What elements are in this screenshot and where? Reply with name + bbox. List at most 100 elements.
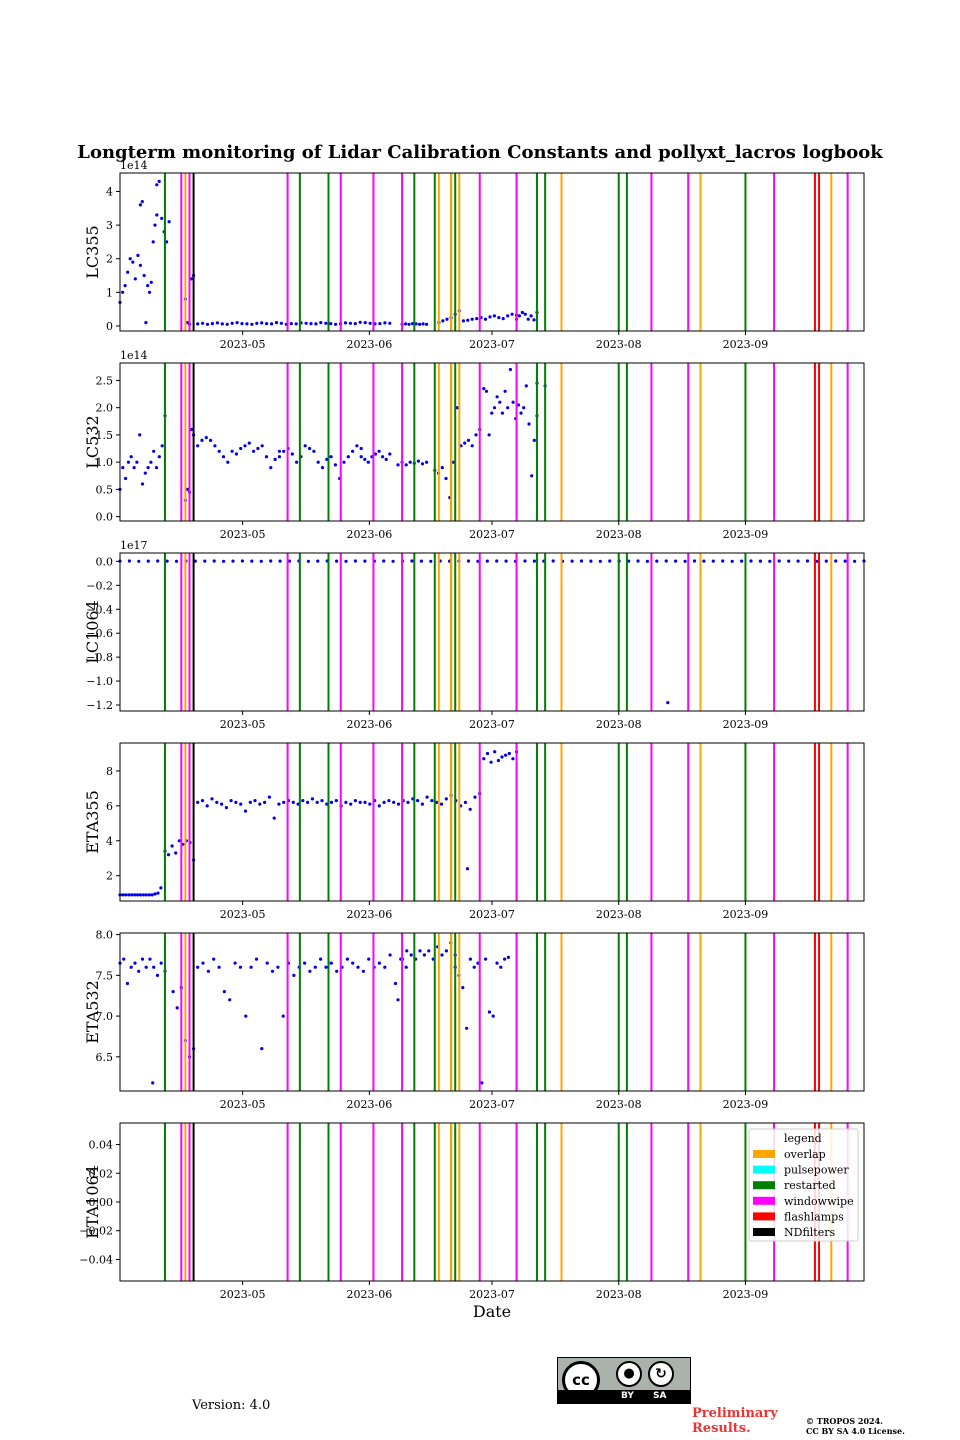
data-point	[440, 953, 444, 957]
data-point	[295, 460, 299, 464]
data-point	[204, 436, 208, 440]
y-tick-label: −0.6	[86, 627, 113, 640]
legend-swatch-pulsepower	[753, 1165, 775, 1174]
data-point	[212, 559, 216, 563]
data-point	[491, 1014, 495, 1018]
y-tick-label: 2.0	[96, 402, 114, 415]
data-point	[135, 460, 139, 464]
x-tick-label: 2023-09	[723, 908, 769, 921]
data-point	[796, 559, 800, 563]
data-point	[519, 411, 523, 415]
data-point	[265, 961, 269, 965]
copyright-label: © TROPOS 2024. CC BY SA 4.0 License.	[806, 1416, 905, 1436]
data-point	[126, 460, 130, 464]
data-point	[396, 802, 401, 806]
data-point	[508, 367, 512, 372]
data-point	[489, 760, 493, 764]
data-point	[269, 466, 273, 470]
data-point	[140, 957, 145, 961]
data-point	[205, 804, 209, 808]
data-point	[329, 961, 333, 965]
data-points-lc1064	[118, 559, 866, 705]
data-point	[147, 893, 151, 897]
data-point	[815, 559, 819, 563]
data-point	[636, 559, 640, 563]
data-point	[392, 800, 396, 805]
data-point	[125, 981, 130, 986]
data-point	[155, 183, 159, 187]
person-icon: ●	[616, 1361, 642, 1387]
x-tick-label: 2023-07	[469, 718, 515, 731]
data-point	[805, 559, 810, 563]
data-point	[303, 444, 307, 448]
data-point	[212, 957, 216, 961]
data-point	[196, 800, 200, 805]
data-point	[529, 314, 533, 318]
data-point	[146, 284, 150, 288]
legend-title: legend	[784, 1132, 822, 1145]
data-point	[121, 893, 125, 897]
data-point	[363, 559, 367, 563]
data-point	[758, 559, 763, 563]
x-tick-label: 2023-09	[723, 338, 769, 351]
axes-frame	[119, 362, 865, 522]
data-point	[126, 270, 130, 274]
data-point	[493, 750, 497, 754]
data-points-lc532	[118, 367, 547, 502]
y-tick-label: −0.02	[79, 1225, 113, 1238]
badge-strip	[558, 1390, 690, 1403]
data-point	[152, 449, 156, 453]
data-point	[334, 322, 338, 326]
data-point	[234, 800, 238, 805]
data-point	[240, 559, 244, 563]
data-point	[421, 322, 425, 326]
x-tick-label: 2023-08	[596, 1098, 642, 1111]
data-point	[377, 449, 381, 453]
legend-swatch-restarted	[753, 1181, 775, 1190]
data-point	[482, 387, 486, 391]
data-point	[427, 949, 431, 953]
data-point	[468, 957, 472, 961]
data-point	[142, 273, 146, 278]
data-point	[240, 322, 244, 326]
data-point	[485, 559, 489, 563]
data-point	[174, 851, 178, 855]
data-point	[484, 389, 489, 393]
axes-frame	[119, 932, 865, 1092]
data-point	[355, 444, 359, 448]
data-point	[444, 476, 448, 481]
x-tick-label: 2023-08	[596, 1288, 642, 1301]
data-point	[210, 322, 214, 326]
data-point	[129, 455, 133, 459]
data-point	[506, 314, 510, 318]
y-tick-label: −0.4	[86, 603, 113, 616]
data-point	[388, 953, 392, 957]
data-point	[570, 559, 574, 563]
y-tick-label: 4	[106, 835, 113, 848]
data-point	[273, 457, 277, 461]
data-point	[506, 406, 510, 410]
data-point	[215, 800, 219, 805]
data-point	[310, 797, 314, 801]
y-tick-label: 0.0	[96, 555, 114, 568]
data-point	[175, 1006, 179, 1010]
data-point	[655, 559, 659, 563]
data-point	[353, 559, 357, 563]
data-point	[136, 253, 140, 257]
data-point	[777, 559, 781, 563]
data-point	[235, 321, 239, 325]
data-point	[220, 802, 224, 806]
data-point	[264, 455, 269, 459]
y-tick-label: 0.0	[96, 511, 114, 524]
data-point	[308, 969, 312, 973]
data-point	[419, 559, 423, 563]
data-point	[359, 455, 363, 459]
data-point	[171, 990, 175, 994]
data-point	[200, 438, 204, 442]
x-tick-label: 2023-08	[596, 718, 642, 731]
data-point	[200, 799, 205, 803]
legend-swatch-NDfilters	[753, 1228, 775, 1236]
y-axis-label: LC1064	[83, 600, 102, 664]
event-lines	[163, 1123, 849, 1281]
data-point	[291, 800, 295, 805]
